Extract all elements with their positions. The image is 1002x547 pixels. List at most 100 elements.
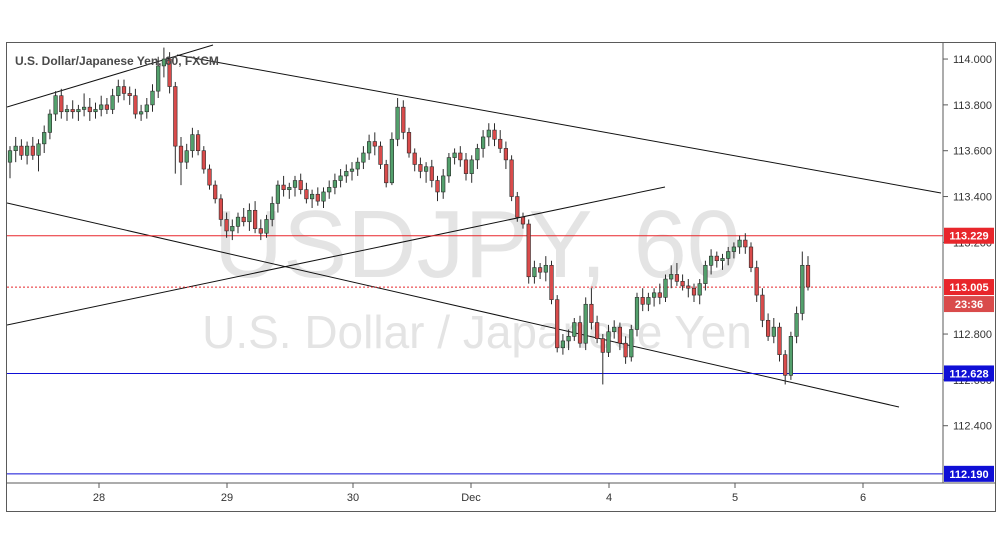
candle-body [19, 145, 24, 156]
candle-body [327, 187, 332, 193]
y-tick-label: 112.400 [953, 421, 992, 433]
candle-body [566, 336, 571, 342]
x-tick-label: 4 [606, 492, 612, 504]
candle-body [429, 166, 434, 181]
candle-body [59, 95, 64, 113]
candle [59, 88, 64, 119]
candle-body [196, 134, 201, 152]
candle-body [309, 193, 315, 200]
candle [577, 315, 583, 348]
candle-body [549, 264, 554, 300]
candle-body [349, 168, 355, 172]
candle [395, 98, 400, 147]
candle [361, 146, 366, 170]
candle-body [355, 161, 360, 170]
candle-body [663, 278, 668, 298]
x-tick-label: 29 [221, 492, 233, 504]
candle [600, 334, 605, 385]
candle-body [543, 264, 548, 273]
candle [156, 56, 161, 98]
candle [606, 324, 611, 357]
candle [298, 173, 303, 195]
x-tick-label: 30 [347, 492, 359, 504]
candle-body [691, 287, 697, 296]
candle [213, 180, 218, 204]
candle-body [674, 274, 679, 282]
countdown-bg [944, 296, 994, 313]
candle-body [253, 209, 258, 229]
candle [178, 136, 184, 186]
candle-body [498, 138, 503, 149]
watermark: USDJPY, 60 U.S. Dollar / Japanese Yen [202, 191, 752, 358]
candle-body [452, 152, 457, 158]
candle-body [640, 297, 645, 305]
candle [19, 139, 24, 160]
candle [691, 283, 697, 302]
candle [657, 283, 662, 305]
candle-body [281, 184, 286, 190]
candle-body [224, 219, 229, 232]
candle-body [412, 152, 417, 165]
candle [418, 157, 423, 179]
candle [190, 127, 195, 158]
candle-body [116, 86, 121, 97]
candle [423, 162, 429, 183]
candle-body [76, 109, 81, 113]
candle [349, 162, 355, 181]
candle-body [503, 148, 509, 161]
candle [384, 159, 389, 188]
candle [566, 329, 571, 351]
candle-body [230, 226, 235, 232]
candle-body [378, 145, 383, 165]
candle-body [99, 104, 104, 110]
candle-body [572, 322, 577, 337]
y-tick-label: 112.800 [953, 329, 992, 341]
candle-body [150, 90, 155, 106]
candle-body [748, 246, 754, 268]
candle-body [298, 180, 303, 190]
candle [64, 104, 70, 121]
countdown-text: 23:36 [955, 299, 983, 311]
candle [30, 136, 35, 160]
candle [184, 143, 189, 170]
candle-body [726, 251, 731, 259]
trendline [176, 54, 942, 194]
candle [224, 212, 229, 238]
candle-body [600, 338, 605, 353]
candle [53, 91, 58, 121]
candle-body [292, 180, 298, 188]
candle [93, 102, 98, 119]
candle [783, 350, 788, 385]
candle [520, 212, 526, 229]
candle [777, 322, 782, 362]
candle [332, 173, 338, 195]
candle [7, 146, 13, 179]
candle-body [201, 150, 206, 170]
y-tick-label: 113.800 [953, 100, 992, 112]
candle [800, 251, 805, 321]
candle [355, 157, 360, 176]
candle-body [629, 329, 634, 358]
candle-body [480, 136, 486, 149]
candle-body [441, 175, 446, 193]
candle-body [161, 58, 167, 67]
candle-body [401, 106, 406, 133]
candle-body [754, 267, 759, 296]
candle [412, 148, 417, 172]
time-axis[interactable]: 28 29 30 Dec 4 5 6 [93, 483, 866, 504]
candle-body [594, 322, 600, 339]
candle-body [361, 152, 366, 163]
candle [275, 180, 281, 213]
candle [24, 141, 30, 165]
candle-body [703, 264, 708, 284]
candle-body [720, 258, 725, 262]
candle-body [800, 264, 805, 314]
candle-body [777, 326, 782, 355]
candle-body [7, 150, 13, 163]
candle [714, 251, 719, 268]
candle-body [515, 196, 520, 218]
candle-body [560, 340, 565, 349]
candle-body [532, 267, 537, 278]
candle-body [634, 297, 640, 330]
candle-body [275, 184, 281, 204]
